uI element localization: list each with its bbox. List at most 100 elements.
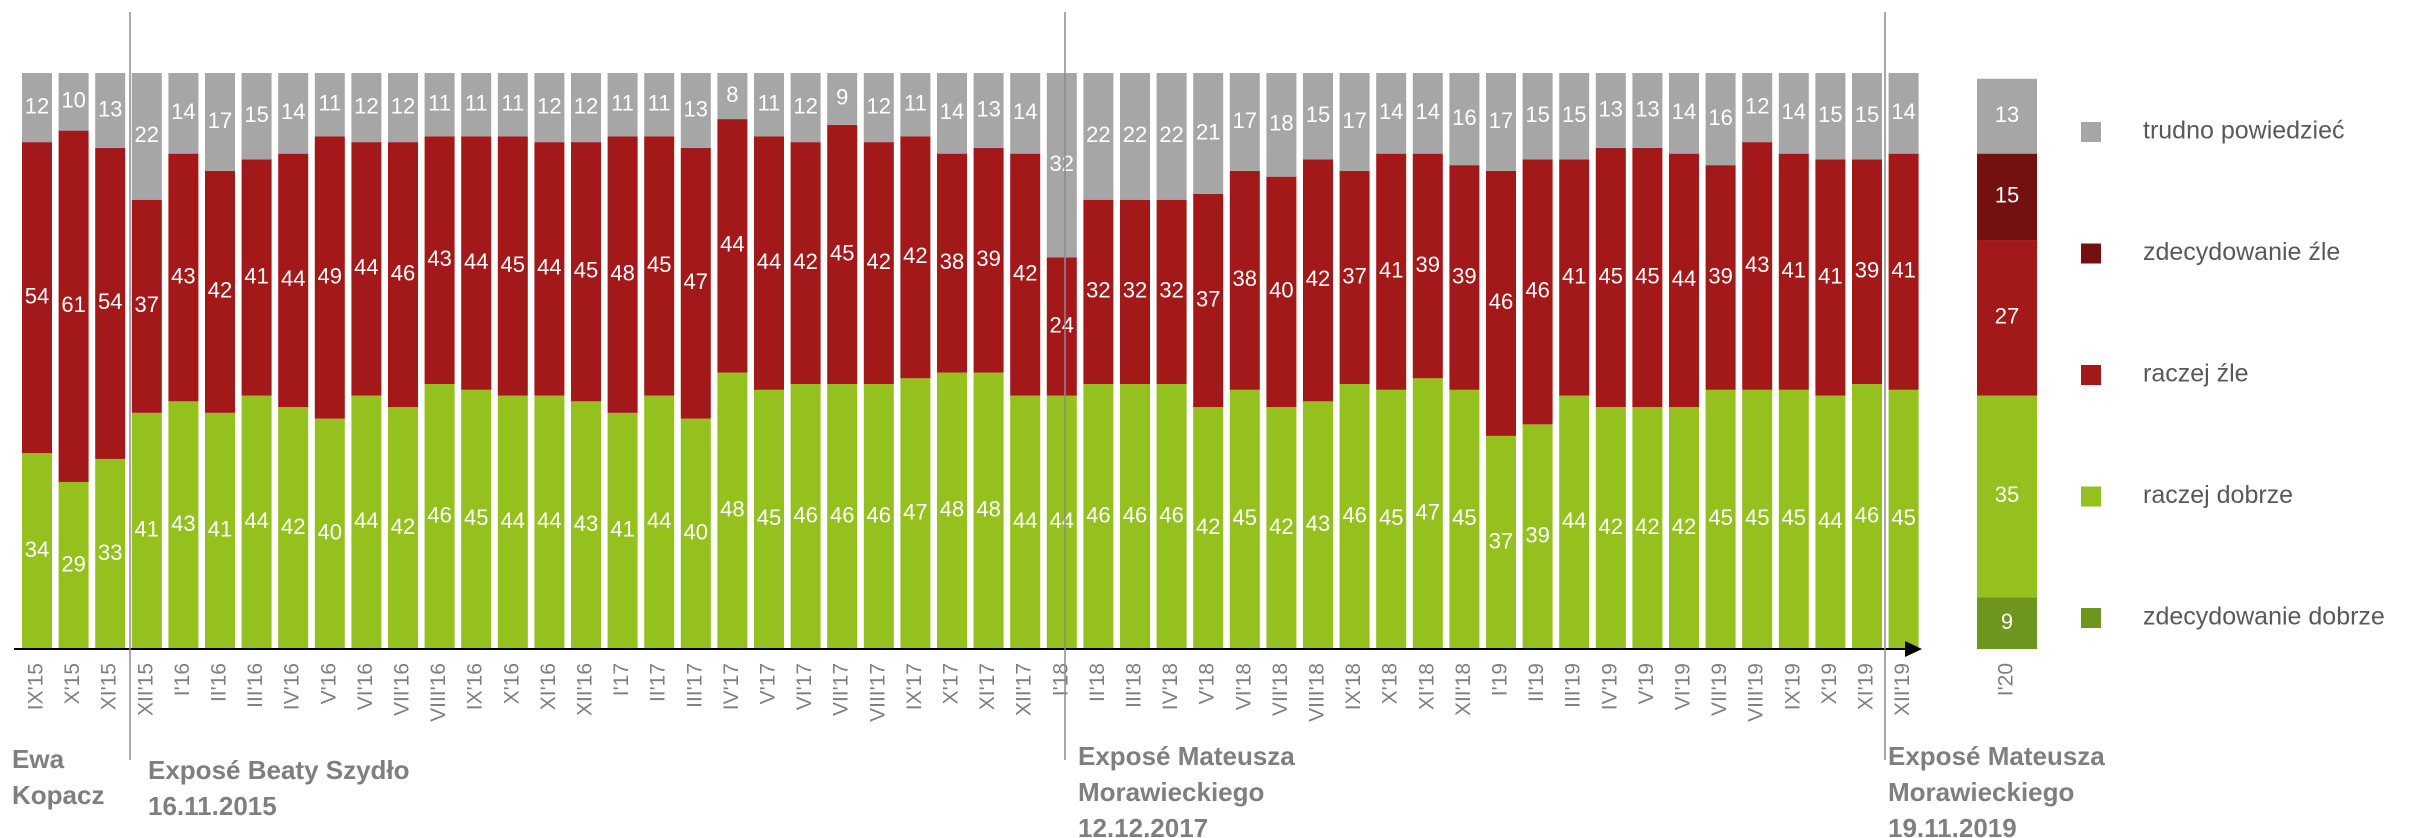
bar-segment	[1156, 73, 1187, 200]
bar-segment	[680, 147, 711, 419]
value-label: 14	[1672, 99, 1696, 124]
annotation: Exposé Beaty Szydło	[148, 755, 410, 785]
bar-segment	[278, 407, 309, 649]
x-tick-label: IV'19	[1598, 663, 1621, 710]
value-label: 46	[1855, 502, 1879, 527]
value-label: 40	[318, 520, 342, 545]
value-label: 42	[1269, 514, 1293, 539]
value-label: 22	[1123, 122, 1147, 147]
bar-segment	[1412, 153, 1443, 379]
x-tick-label: VI'16	[354, 663, 377, 710]
legend-label: zdecydowanie źle	[2143, 238, 2340, 266]
value-label: 12	[867, 93, 891, 118]
value-label: 39	[976, 246, 1000, 271]
value-label: 43	[171, 511, 195, 536]
x-tick-label: IX'18	[1342, 663, 1365, 710]
bar-segment	[534, 395, 565, 649]
bar-segment	[1376, 153, 1407, 390]
value-label: 37	[1342, 263, 1366, 288]
value-label: 22	[1086, 122, 1110, 147]
bar-segment	[1852, 73, 1882, 160]
x-tick-label: IX'16	[464, 663, 487, 710]
value-label: 42	[1672, 514, 1696, 539]
value-label: 42	[1013, 260, 1037, 285]
value-label: 35	[1995, 482, 2019, 507]
annotation: 12.12.2017	[1078, 813, 1208, 838]
x-tick-label: VII'17	[830, 663, 853, 716]
value-label: 32	[1050, 151, 1074, 176]
x-tick-label: II'17	[647, 663, 670, 702]
axis-arrow	[1905, 641, 1922, 657]
bar-segment	[461, 73, 492, 137]
value-label: 47	[684, 269, 708, 294]
value-label: 11	[648, 90, 671, 115]
bar-segment	[95, 458, 126, 649]
bar-segment	[717, 119, 748, 373]
bar-segment	[1046, 257, 1077, 396]
bar-segment	[1977, 597, 2037, 649]
bar-segment	[1486, 435, 1516, 649]
value-label: 21	[1196, 119, 1220, 144]
bar-segment	[1303, 73, 1333, 160]
x-tick-label: VII'16	[391, 663, 414, 716]
bar-segment	[680, 73, 711, 148]
annotation: Morawieckiego	[1078, 777, 1264, 807]
bar-segment	[1229, 170, 1260, 390]
value-label: 44	[1050, 508, 1074, 533]
bar-segment	[534, 142, 565, 396]
bar-segment	[754, 136, 784, 390]
bar-segment	[58, 130, 89, 482]
value-label: 46	[867, 502, 891, 527]
value-label: 44	[244, 508, 268, 533]
x-tick-label: V'16	[317, 663, 340, 704]
value-label: 42	[1306, 266, 1330, 291]
value-label: 15	[1306, 102, 1330, 127]
value-label: 45	[1452, 505, 1476, 530]
value-label: 40	[1269, 278, 1293, 303]
value-label: 44	[1818, 508, 1842, 533]
value-label: 45	[1745, 505, 1769, 530]
bar-segment	[314, 136, 345, 419]
legend-swatch	[2081, 365, 2101, 385]
x-tick-label: IV'17	[720, 663, 743, 710]
legend-label: raczej dobrze	[2143, 481, 2293, 509]
value-label: 45	[1891, 505, 1915, 530]
value-label: 38	[940, 249, 964, 274]
bar-segment	[754, 73, 784, 137]
bar-segment	[1486, 73, 1516, 171]
value-label: 10	[61, 88, 85, 113]
bar-segment	[1669, 73, 1699, 154]
bar-segment	[1376, 389, 1407, 649]
value-label: 15	[244, 102, 268, 127]
bar-segment	[1303, 401, 1333, 649]
bar-segment	[571, 142, 601, 402]
bar-segment	[1815, 395, 1846, 649]
bar-segment	[497, 395, 528, 649]
bar-segment	[278, 153, 309, 408]
value-label: 47	[1416, 499, 1440, 524]
legend-label: zdecydowanie dobrze	[2143, 603, 2385, 631]
bar-segment	[461, 136, 492, 390]
bar-segment	[1120, 199, 1150, 385]
bar-segment	[571, 73, 601, 143]
annotation: Exposé Mateusza	[1888, 741, 2105, 771]
value-label: 44	[501, 508, 525, 533]
bar-segment	[973, 372, 1004, 649]
bar-segment	[863, 142, 894, 385]
x-tick-label: IX'19	[1781, 663, 1804, 710]
bar-segment	[1778, 73, 1809, 154]
value-label: 17	[208, 108, 232, 133]
value-label: 13	[1599, 96, 1623, 121]
value-label: 13	[98, 96, 122, 121]
bar-segment	[1595, 73, 1626, 148]
bar-segment	[790, 142, 821, 385]
value-label: 44	[1562, 508, 1586, 533]
bar-segment	[680, 418, 711, 649]
x-tick-label: I'18	[1049, 663, 1072, 696]
bar-segment	[937, 153, 967, 373]
value-label: 48	[976, 497, 1000, 522]
bar-segment	[644, 395, 675, 649]
value-label: 41	[1562, 263, 1586, 288]
legend-swatch	[2081, 243, 2101, 264]
value-label: 37	[135, 292, 159, 317]
